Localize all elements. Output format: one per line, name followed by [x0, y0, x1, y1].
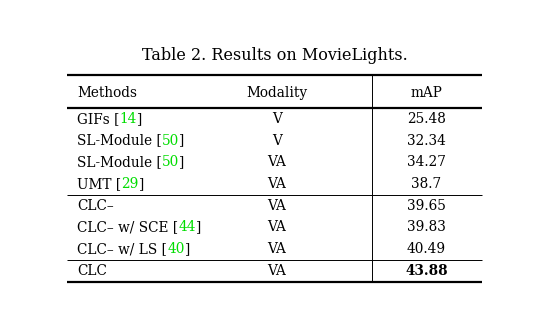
Text: 39.83: 39.83	[407, 220, 446, 234]
Text: VA: VA	[267, 264, 286, 278]
Text: GIFs [: GIFs [	[77, 112, 120, 126]
Text: 29: 29	[122, 177, 139, 191]
Text: 38.7: 38.7	[411, 177, 441, 191]
Text: VA: VA	[267, 220, 286, 234]
Text: Methods: Methods	[77, 86, 137, 99]
Text: VA: VA	[267, 177, 286, 191]
Text: UMT [: UMT [	[77, 177, 122, 191]
Text: CLC–: CLC–	[77, 199, 114, 213]
Text: CLC: CLC	[77, 264, 107, 278]
Text: VA: VA	[267, 242, 286, 256]
Text: ]: ]	[180, 134, 184, 147]
Text: Modality: Modality	[246, 86, 307, 99]
Text: mAP: mAP	[411, 86, 442, 99]
Text: 25.48: 25.48	[407, 112, 446, 126]
Text: CLC– w/ LS [: CLC– w/ LS [	[77, 242, 167, 256]
Text: 40.49: 40.49	[407, 242, 446, 256]
Text: V: V	[272, 112, 282, 126]
Text: V: V	[272, 134, 282, 147]
Text: 44: 44	[178, 220, 196, 234]
Text: VA: VA	[267, 155, 286, 169]
Text: VA: VA	[267, 199, 286, 213]
Text: 34.27: 34.27	[407, 155, 446, 169]
Text: 50: 50	[162, 134, 180, 147]
Text: ]: ]	[184, 242, 190, 256]
Text: ]: ]	[139, 177, 144, 191]
Text: Table 2. Results on MovieLights.: Table 2. Results on MovieLights.	[142, 47, 407, 64]
Text: 50: 50	[162, 155, 180, 169]
Text: 40: 40	[167, 242, 184, 256]
Text: SL-Module [: SL-Module [	[77, 155, 162, 169]
Text: 39.65: 39.65	[407, 199, 446, 213]
Text: 32.34: 32.34	[407, 134, 446, 147]
Text: 43.88: 43.88	[405, 264, 448, 278]
Text: ]: ]	[196, 220, 201, 234]
Text: 14: 14	[120, 112, 137, 126]
Text: SL-Module [: SL-Module [	[77, 134, 162, 147]
Text: ]: ]	[137, 112, 143, 126]
Text: ]: ]	[180, 155, 184, 169]
Text: CLC– w/ SCE [: CLC– w/ SCE [	[77, 220, 178, 234]
